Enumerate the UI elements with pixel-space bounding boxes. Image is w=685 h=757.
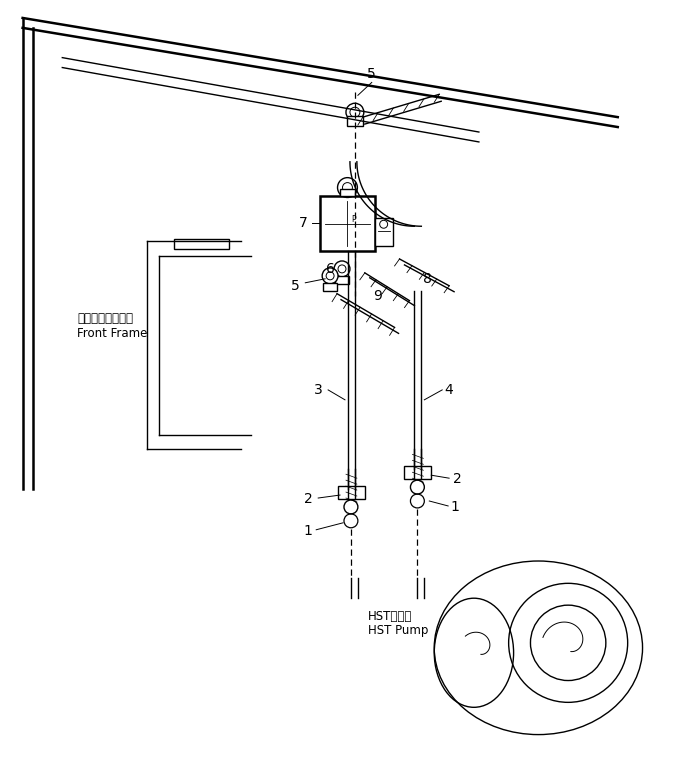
Text: 2: 2 [304,492,312,506]
Bar [320,197,375,251]
Bar [340,188,356,197]
Circle shape [326,272,334,280]
Text: 4: 4 [445,383,453,397]
Bar [375,218,393,246]
Bar [335,276,349,284]
Text: 6: 6 [325,262,334,276]
Text: 9: 9 [373,288,382,303]
Text: 8: 8 [423,272,432,286]
Bar [323,283,337,291]
Circle shape [344,500,358,514]
Circle shape [350,107,360,117]
Text: フロントフレーム: フロントフレーム [77,312,133,325]
Circle shape [322,268,338,284]
Circle shape [338,178,358,198]
Bar [405,466,432,479]
Text: Front Frame: Front Frame [77,327,147,340]
Bar [175,239,229,249]
Text: P: P [351,215,356,224]
Bar [338,486,365,499]
Circle shape [410,480,424,494]
Text: 5: 5 [291,279,300,293]
Circle shape [346,103,364,121]
Text: HST Pump: HST Pump [368,625,428,637]
Text: 1: 1 [304,524,313,537]
Text: 2: 2 [453,472,462,486]
Text: 5: 5 [367,67,376,82]
Circle shape [334,261,350,277]
Text: 3: 3 [314,383,323,397]
Circle shape [338,265,346,273]
Bar [347,116,363,126]
Text: 1: 1 [451,500,460,514]
Text: 7: 7 [299,217,308,230]
Text: HSTボンプ: HSTボンプ [368,609,412,622]
